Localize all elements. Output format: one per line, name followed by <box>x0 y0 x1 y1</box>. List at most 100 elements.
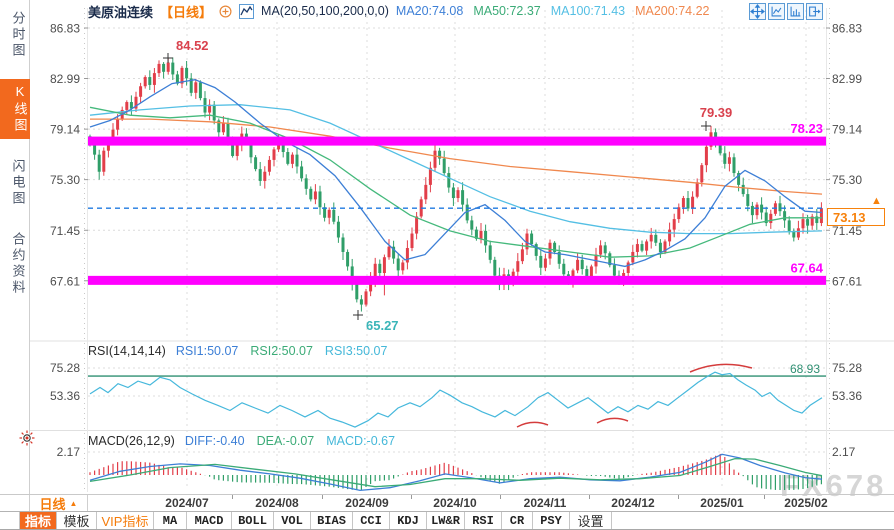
price-axis-label-right: 67.61 <box>832 274 862 288</box>
toolbar-item-8[interactable]: CCI <box>353 512 390 529</box>
candle-body <box>231 140 235 156</box>
toolbar-item-14[interactable]: 设置 <box>570 512 612 529</box>
sidebar-item-3[interactable]: 合约资料 <box>10 232 26 296</box>
ma-value-3: MA200:74.22 <box>635 4 710 18</box>
chart-type-icon[interactable] <box>239 3 255 19</box>
macd-values: DIFF:-0.40 DEA:-0.07 MACD:-0.67 <box>185 434 395 448</box>
toolbar-item-1[interactable]: 模板 <box>57 512 97 529</box>
macd-axis-label-right: 2.17 <box>832 445 856 459</box>
rsi-axis-label-left: 75.28 <box>50 361 80 375</box>
candle-body <box>102 150 106 172</box>
toolbar-item-12[interactable]: CR <box>502 512 533 529</box>
candle-body <box>392 246 396 259</box>
candle-body <box>461 190 465 205</box>
toolbar-item-0[interactable]: 指标 <box>20 512 57 529</box>
ma-line-ma100 <box>89 104 823 235</box>
candle-body <box>313 191 317 200</box>
macd-dea-line <box>89 457 823 488</box>
candle-body <box>309 188 313 200</box>
candle-body <box>474 229 478 239</box>
candle-body <box>465 204 469 221</box>
candle-body <box>258 169 262 181</box>
price-axis-label-right: 71.45 <box>832 224 862 238</box>
crosshair-move-icon[interactable] <box>749 3 766 20</box>
toolbar-item-11[interactable]: RSI <box>465 512 502 529</box>
candle-body <box>267 159 271 172</box>
toolbar-item-5[interactable]: BOLL <box>232 512 274 529</box>
toolbar-item-4[interactable]: MACD <box>187 512 232 529</box>
candle-body <box>157 63 161 74</box>
rsi-values: RSI1:50.07 RSI2:50.07 RSI3:50.07 <box>176 344 388 358</box>
candle-body <box>640 244 644 251</box>
candle-body <box>396 258 400 271</box>
sidebar-item-2[interactable]: 闪电图 <box>10 159 26 207</box>
toolbar-item-13[interactable]: PSY <box>533 512 570 529</box>
toolbar-item-6[interactable]: VOL <box>274 512 311 529</box>
candle-body <box>796 228 800 238</box>
toolbar-item-2[interactable]: VIP指标 <box>97 512 154 529</box>
candle-body <box>415 216 419 234</box>
candle-body <box>539 255 543 268</box>
candle-body <box>336 221 340 238</box>
candle-body <box>438 150 442 159</box>
toolbar-item-3[interactable]: MA <box>154 512 187 529</box>
chart-line-tool-icon[interactable] <box>768 3 785 20</box>
sidebar-item-1[interactable]: K线图 <box>0 79 30 139</box>
rsi-params-label: RSI(14,14,14) <box>88 344 166 358</box>
rsi-legend: RSI(14,14,14) RSI1:50.07 RSI2:50.07 RSI3:5… <box>88 344 387 358</box>
candle-body <box>819 208 823 224</box>
candle-body <box>359 299 363 305</box>
candle-body <box>520 249 524 262</box>
rsi-axis-label-right: 53.36 <box>832 389 862 403</box>
price-axis-label-left: 75.30 <box>50 173 80 187</box>
candle-body <box>672 219 676 230</box>
candle-body <box>369 279 373 292</box>
toolbar-item-10[interactable]: LW&R <box>427 512 465 529</box>
toolbar-item-9[interactable]: KDJ <box>390 512 427 529</box>
candle-body <box>557 251 561 264</box>
candle-body <box>576 259 580 271</box>
candle-body <box>198 82 202 99</box>
candle-body <box>530 233 534 245</box>
candle-body <box>769 213 773 224</box>
candle-body <box>286 152 290 164</box>
exit-chart-icon[interactable] <box>806 3 823 20</box>
candle-body <box>534 244 538 256</box>
dropdown-up-arrow-icon: ▲ <box>69 499 78 508</box>
candle-body <box>304 178 308 189</box>
candle-body <box>470 220 474 230</box>
candle-body <box>341 237 345 252</box>
candle-body <box>139 86 143 97</box>
candle-body <box>493 259 497 276</box>
chart-bar-tool-icon[interactable] <box>787 3 804 20</box>
candle-body <box>603 245 607 254</box>
rsi-red-arc <box>596 417 629 424</box>
candle-body <box>649 234 653 242</box>
candle-body <box>548 242 552 259</box>
candle-body <box>212 104 216 121</box>
chart-canvas[interactable]: 78.23 67.64 84.52 79.39 65.27 86.83 86.83 82.99… <box>0 0 894 494</box>
candle-body <box>175 74 179 84</box>
rsi-value-2: RSI3:50.07 <box>324 344 388 358</box>
candle-body <box>626 262 630 274</box>
candle-body <box>553 242 557 252</box>
circle-plus-icon[interactable] <box>219 4 232 18</box>
band-price-label: 78.23 <box>790 121 823 136</box>
toolbar-item-7[interactable]: BIAS <box>311 512 353 529</box>
toolbar-fill <box>612 512 894 529</box>
candle-body <box>364 291 368 305</box>
candle-body <box>732 157 736 174</box>
x-axis-tick <box>677 495 679 499</box>
alert-sun-icon[interactable] <box>19 430 35 451</box>
candle-body <box>194 82 198 93</box>
candle-body <box>691 196 695 209</box>
candle-body <box>677 207 681 220</box>
xaxis-corner-cell <box>0 495 30 512</box>
resistance-band <box>88 136 826 146</box>
period-selector[interactable]: 日线 ▲ <box>30 495 88 512</box>
x-axis-tick <box>232 495 233 499</box>
period-tag: 【日线】 <box>160 4 213 20</box>
sidebar-item-0[interactable]: 分时图 <box>10 11 26 59</box>
candle-body <box>263 171 267 181</box>
